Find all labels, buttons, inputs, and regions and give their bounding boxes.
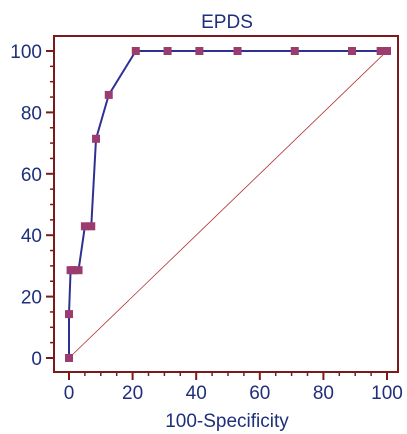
x-tick-label: 0 [64, 383, 75, 404]
y-tick-label: 20 [21, 288, 42, 309]
x-tick-label: 100 [371, 383, 403, 404]
roc-point [87, 222, 96, 231]
roc-point [348, 47, 357, 55]
y-tick-label: 100 [10, 42, 42, 63]
roc-point [69, 266, 78, 275]
roc-point [383, 47, 391, 55]
roc-point [233, 47, 242, 55]
roc-point [195, 47, 204, 55]
roc-point [74, 266, 83, 275]
y-tick-label: 80 [21, 103, 42, 124]
chart-title: EPDS [201, 12, 253, 33]
x-axis-label: 100-Specificity [165, 411, 289, 432]
x-tick-label: 60 [249, 383, 270, 404]
roc-point [163, 47, 172, 55]
roc-point [80, 222, 89, 231]
roc-point [290, 47, 299, 55]
y-tick-label: 60 [21, 165, 42, 186]
y-tick-label: 40 [21, 226, 42, 247]
y-tick-label: 0 [31, 349, 42, 370]
x-tick-label: 20 [122, 383, 143, 404]
roc-point [65, 354, 73, 362]
roc-point [131, 47, 140, 55]
roc-point [65, 310, 73, 319]
roc-point [104, 90, 113, 99]
plot-area: 0 20 40 60 80 100 0 20 40 60 80 100 [10, 35, 403, 404]
x-tick-label: 40 [186, 383, 207, 404]
roc-point [376, 47, 385, 55]
reference-diagonal-line [68, 50, 388, 359]
x-tick-label: 80 [313, 383, 334, 404]
plot-frame [53, 35, 399, 373]
roc-point [92, 134, 101, 143]
